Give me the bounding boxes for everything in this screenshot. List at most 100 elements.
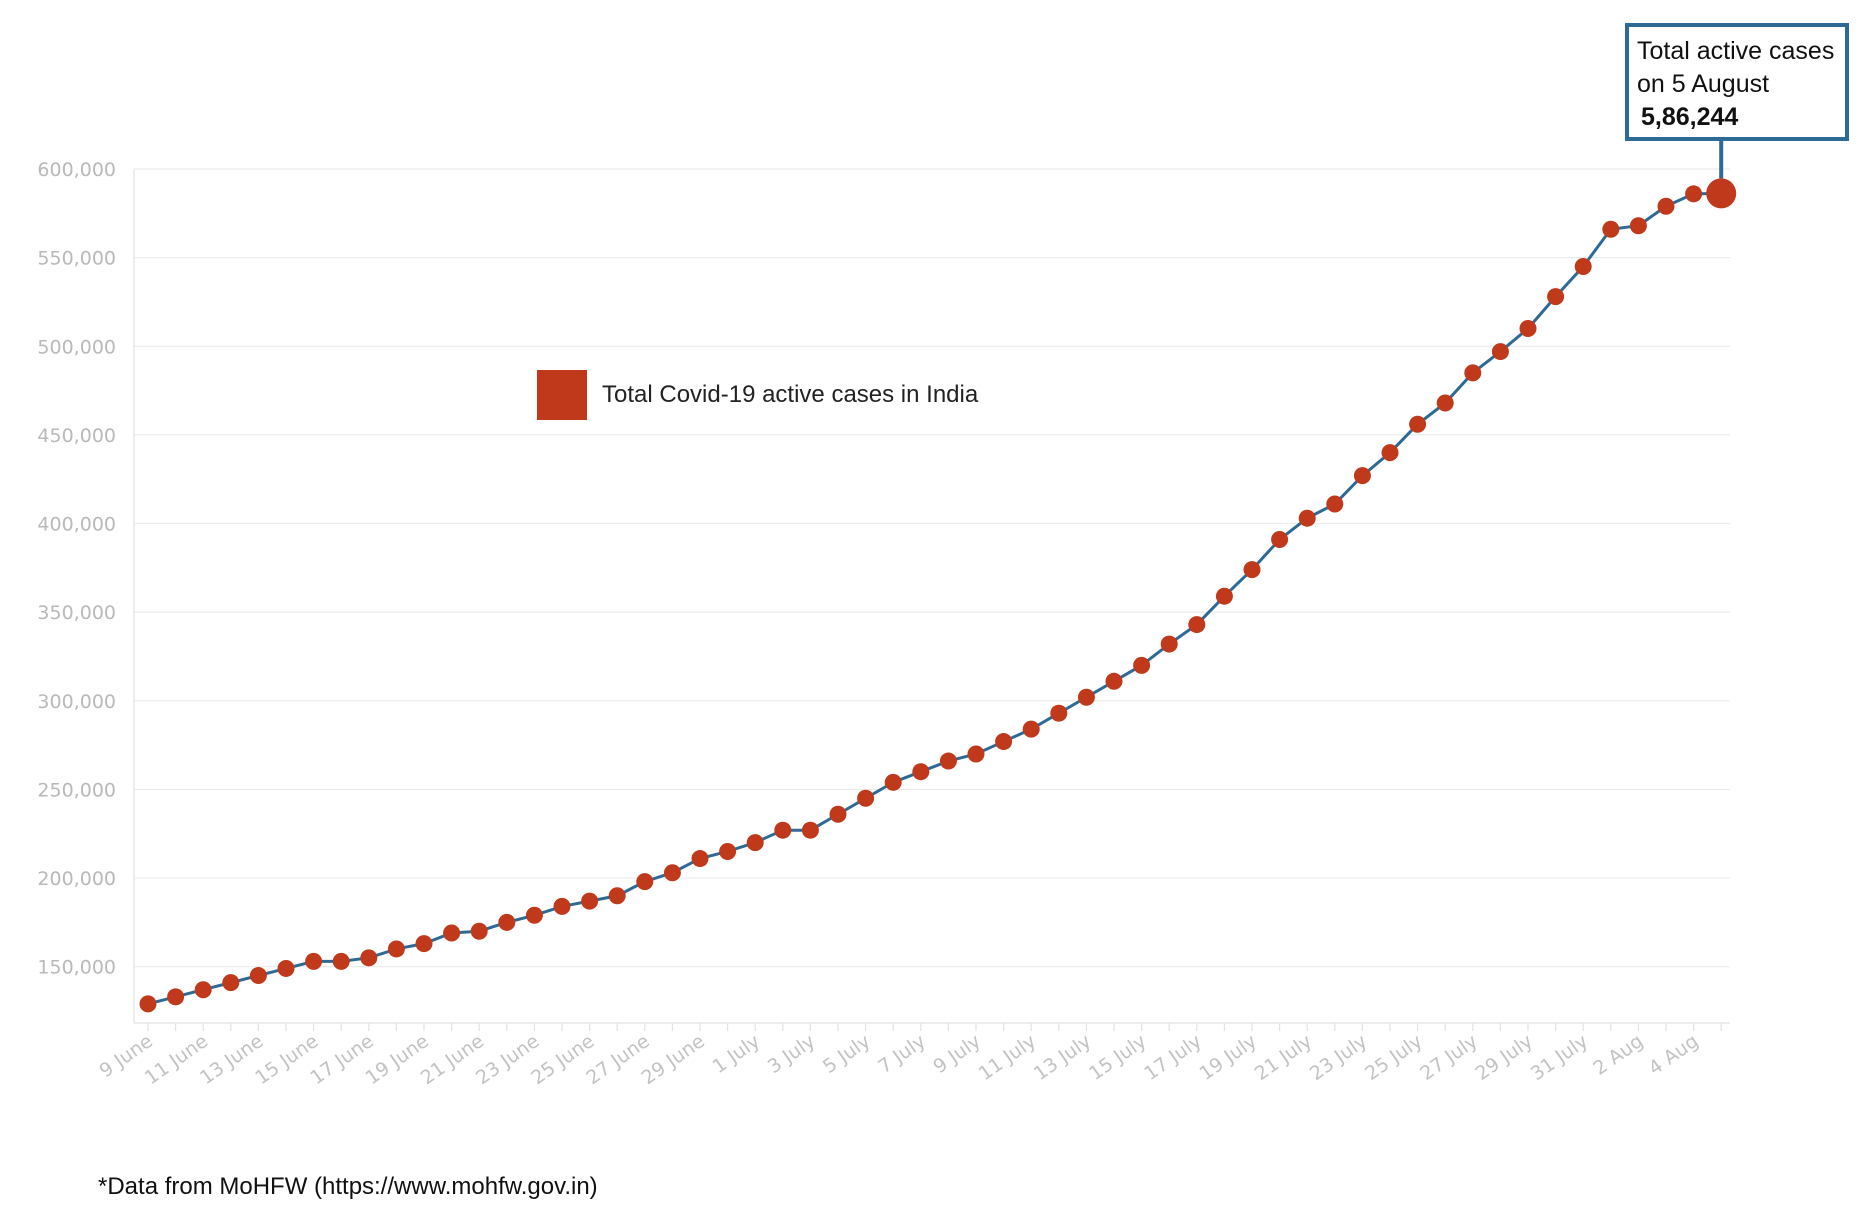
data-point <box>1436 394 1454 412</box>
x-tick-label: 1 July <box>709 1030 764 1078</box>
callout-line-1: Total active cases <box>1637 37 1835 65</box>
y-tick-label: 500,000 <box>37 336 116 358</box>
data-point <box>1160 635 1178 653</box>
data-point <box>857 789 875 807</box>
data-point <box>801 821 819 839</box>
data-point <box>360 949 378 967</box>
data-point <box>415 935 433 953</box>
x-tick-label: 5 July <box>819 1030 874 1078</box>
x-tick-label: 21 July <box>1251 1030 1316 1085</box>
x-tick-label: 2 Aug <box>1589 1030 1647 1080</box>
x-tick-label: 29 June <box>638 1030 709 1089</box>
data-point <box>1464 364 1482 382</box>
legend: Total Covid-19 active cases in India <box>537 370 978 420</box>
data-point <box>1602 220 1620 238</box>
data-point <box>1105 672 1123 690</box>
data-point <box>305 952 323 970</box>
data-point <box>332 952 350 970</box>
data-point <box>1629 217 1647 235</box>
data-point <box>525 906 543 924</box>
data-point <box>1657 197 1675 215</box>
x-tick-label: 15 July <box>1085 1030 1150 1085</box>
x-tick-label: 3 July <box>764 1030 819 1078</box>
x-tick-label: 25 July <box>1361 1030 1426 1085</box>
y-axis-ticks: 150,000 200,000 250,000 300,000 350,000 400,0… <box>37 159 116 979</box>
x-tick-label: 27 July <box>1416 1030 1481 1085</box>
data-point <box>1574 257 1592 275</box>
legend-swatch <box>537 370 587 420</box>
data-point <box>1519 320 1537 338</box>
data-point <box>1353 467 1371 485</box>
x-tick-label: 13 July <box>1030 1030 1095 1085</box>
highlight-point <box>1706 178 1737 209</box>
data-point <box>1243 561 1261 579</box>
data-point <box>719 842 737 860</box>
x-tick-label: 19 July <box>1196 1030 1261 1085</box>
y-tick-label: 250,000 <box>37 779 116 801</box>
y-tick-label: 400,000 <box>37 514 116 536</box>
data-point <box>1271 530 1289 548</box>
source-note: *Data from MoHFW (https://www.mohfw.gov.… <box>98 1173 598 1200</box>
x-tick-label: 7 July <box>874 1030 929 1078</box>
data-point <box>194 981 212 999</box>
data-point <box>1133 656 1151 674</box>
data-point <box>167 988 185 1006</box>
data-point <box>995 733 1013 751</box>
data-point <box>829 805 847 823</box>
data-point <box>884 773 902 791</box>
data-point <box>498 913 516 931</box>
data-point <box>443 924 461 942</box>
data-point <box>222 974 240 992</box>
data-point <box>1409 415 1427 433</box>
data-point <box>387 940 405 958</box>
data-point <box>939 752 957 770</box>
legend-label: Total Covid-19 active cases in India <box>602 381 979 408</box>
gridlines <box>133 168 1730 1024</box>
data-point <box>1188 616 1206 634</box>
data-point <box>774 821 792 839</box>
x-tick-label: 4 Aug <box>1645 1030 1703 1080</box>
data-point <box>1050 704 1068 722</box>
y-tick-label: 150,000 <box>37 957 116 979</box>
data-point <box>553 897 571 915</box>
data-point <box>1491 343 1509 361</box>
x-tick-label: 17 July <box>1140 1030 1205 1085</box>
data-point <box>1326 495 1344 513</box>
data-point <box>967 745 985 763</box>
data-point <box>1298 509 1316 527</box>
data-point <box>1685 185 1703 203</box>
data-markers <box>139 178 1737 1013</box>
data-point <box>746 834 764 852</box>
data-point <box>1381 444 1399 462</box>
data-point <box>581 892 599 910</box>
x-tick-label: 29 July <box>1472 1030 1537 1085</box>
data-point <box>1215 587 1233 605</box>
data-point <box>608 887 626 905</box>
y-tick-label: 550,000 <box>37 248 116 270</box>
data-point <box>277 959 295 977</box>
data-point <box>912 763 930 781</box>
data-point <box>1022 720 1040 738</box>
data-point <box>636 873 654 891</box>
callout-line-2: on 5 August <box>1637 70 1770 98</box>
data-point <box>249 967 267 985</box>
data-point <box>1547 288 1565 306</box>
data-point <box>663 864 681 882</box>
data-point <box>139 995 157 1013</box>
annotation-callout: Total active cases on 5 August 5,86,244 <box>1625 23 1849 141</box>
data-point <box>1077 688 1095 706</box>
x-tick-label: 31 July <box>1527 1030 1592 1085</box>
y-tick-label: 200,000 <box>37 868 116 890</box>
y-tick-label: 450,000 <box>37 425 116 447</box>
series-line <box>147 191 1722 1006</box>
y-tick-label: 350,000 <box>37 602 116 624</box>
data-point <box>470 922 488 940</box>
callout-value: 5,86,244 <box>1641 103 1739 131</box>
data-point <box>691 850 709 868</box>
x-tick-label: 11 July <box>975 1030 1040 1085</box>
y-tick-label: 300,000 <box>37 691 116 713</box>
x-tick-label: 23 July <box>1306 1030 1371 1085</box>
y-tick-label: 600,000 <box>37 159 116 181</box>
